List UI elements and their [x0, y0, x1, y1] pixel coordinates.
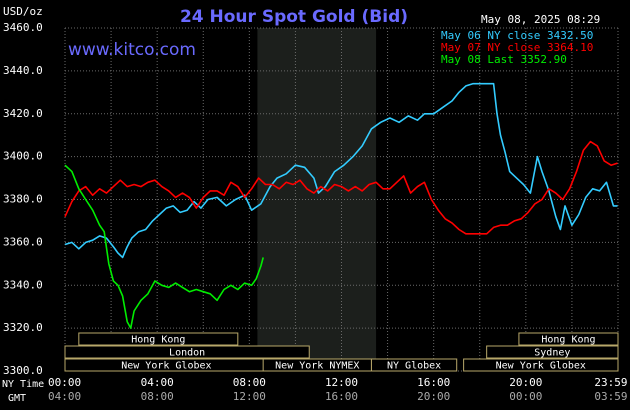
legend: May 06 NY close 3432.50 May 07 NY close …	[441, 29, 593, 66]
y-tick-label: 3400.0	[3, 150, 43, 163]
session-bar	[78, 332, 239, 346]
series-line-2	[64, 164, 264, 329]
session-label: Sydney	[534, 348, 570, 359]
legend-item-may07: May 07 NY close 3364.10	[441, 41, 593, 54]
session-label: NY Globex	[387, 361, 441, 372]
x-tick-label-gmt: 03:59	[594, 390, 627, 403]
timestamp: May 08, 2025 08:29	[481, 13, 600, 26]
x-axis-ticks: 00:0004:0004:0008:0008:0012:0012:0016:00…	[48, 376, 628, 403]
x-tick-label-ny: 00:00	[48, 376, 81, 389]
x-tick-label-ny: 23:59	[594, 376, 627, 389]
y-tick-label: 3360.0	[3, 235, 43, 248]
x-tick-label-gmt: 00:00	[509, 390, 542, 403]
legend-item-may08: May 08 Last 3352.90	[441, 53, 567, 66]
session-bar	[518, 332, 619, 346]
session-bar	[486, 345, 619, 359]
session-bar	[370, 358, 458, 372]
series-layer	[64, 82, 618, 329]
session-label: Hong Kong	[541, 335, 595, 346]
y-tick-label: 3440.0	[3, 64, 43, 77]
gmt-label: GMT	[8, 393, 26, 404]
y-tick-label: 3460.0	[3, 21, 43, 34]
series-line-1	[64, 140, 618, 235]
x-tick-label-ny: 16:00	[417, 376, 450, 389]
x-tick-label-ny: 12:00	[325, 376, 358, 389]
x-tick-label-ny: 20:00	[509, 376, 542, 389]
y-tick-label: 3300.0	[3, 364, 43, 377]
site-label: www.kitco.com	[68, 40, 196, 60]
x-tick-label-ny: 08:00	[233, 376, 266, 389]
x-tick-label-gmt: 20:00	[417, 390, 450, 403]
session-label: Hong Kong	[131, 335, 185, 346]
y-axis-ticks: 3300.0 3320.0 3340.0 3360.0 3380.0 3400.0 3420…	[3, 21, 43, 377]
ny-time-label: NY Time	[2, 379, 44, 390]
chart-title: 24 Hour Spot Gold (Bid)	[180, 7, 408, 27]
session-bar	[463, 358, 619, 372]
x-tick-label-ny: 04:00	[141, 376, 174, 389]
session-label: New York Globex	[496, 361, 586, 372]
market-sessions: Hong Kong Hong Kong London Sydney New York G…	[64, 332, 619, 372]
y-tick-label: 3420.0	[3, 107, 43, 120]
session-label: New York Globex	[121, 361, 211, 372]
legend-item-may06: May 06 NY close 3432.50	[441, 29, 593, 42]
x-tick-label-gmt: 08:00	[141, 390, 174, 403]
y-tick-label: 3380.0	[3, 193, 43, 206]
session-label: London	[169, 348, 205, 359]
session-bar	[64, 345, 310, 359]
x-tick-label-gmt: 16:00	[325, 390, 358, 403]
y-tick-label: 3340.0	[3, 278, 43, 291]
unit-label: USD/oz	[3, 5, 43, 18]
series-line-0	[64, 82, 618, 259]
x-tick-label-gmt: 12:00	[233, 390, 266, 403]
y-tick-label: 3320.0	[3, 321, 43, 334]
session-label: New York NYMEX	[275, 361, 359, 372]
x-tick-label-gmt: 04:00	[48, 390, 81, 403]
